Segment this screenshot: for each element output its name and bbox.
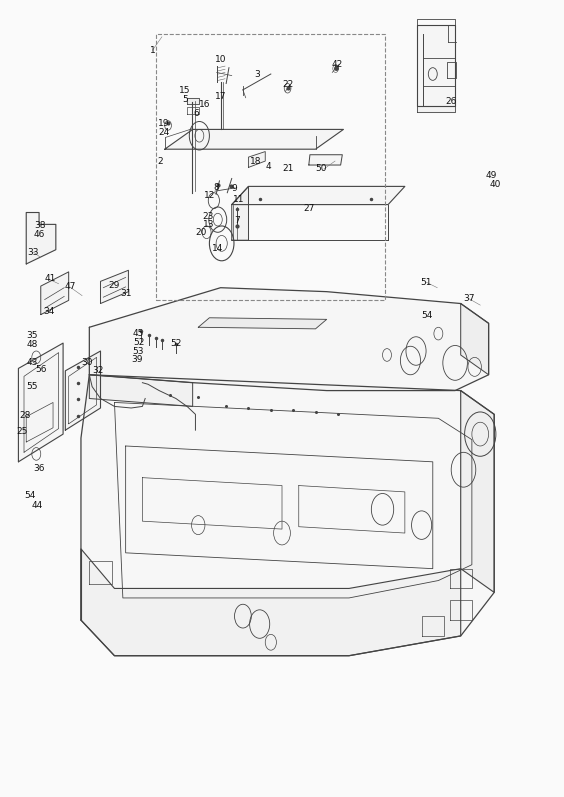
Text: 23: 23: [202, 212, 214, 221]
Text: 13: 13: [202, 220, 214, 229]
Polygon shape: [309, 155, 342, 165]
Text: 51: 51: [420, 277, 432, 287]
Text: 42: 42: [331, 60, 342, 69]
Polygon shape: [41, 272, 69, 315]
Text: 25: 25: [16, 427, 28, 436]
Polygon shape: [27, 213, 56, 264]
Text: 53: 53: [133, 347, 144, 355]
Text: 39: 39: [131, 355, 143, 364]
Text: 47: 47: [64, 282, 76, 292]
Polygon shape: [461, 391, 494, 592]
Text: 14: 14: [212, 244, 223, 253]
Text: 26: 26: [445, 97, 456, 106]
Text: 54: 54: [421, 311, 433, 320]
Text: 30: 30: [81, 359, 92, 367]
Text: 37: 37: [464, 294, 475, 304]
Text: 36: 36: [33, 464, 45, 473]
Text: 19: 19: [158, 120, 169, 128]
Polygon shape: [81, 549, 461, 656]
Text: 11: 11: [233, 194, 244, 203]
Text: 8: 8: [214, 183, 219, 192]
Text: 52: 52: [133, 338, 144, 347]
Text: 49: 49: [486, 171, 497, 180]
Text: 34: 34: [43, 307, 54, 316]
Text: 5: 5: [182, 95, 188, 104]
Text: 7: 7: [235, 216, 240, 225]
Polygon shape: [65, 351, 100, 430]
Text: 21: 21: [282, 164, 293, 174]
Polygon shape: [232, 186, 249, 240]
Text: 10: 10: [215, 55, 226, 65]
Bar: [156, 34, 385, 300]
Text: 41: 41: [45, 274, 56, 284]
Polygon shape: [198, 318, 327, 329]
Text: 18: 18: [250, 156, 262, 166]
Polygon shape: [19, 343, 63, 461]
Text: 15: 15: [179, 86, 191, 95]
Text: 17: 17: [215, 92, 226, 101]
Text: 54: 54: [24, 491, 36, 500]
Text: 55: 55: [26, 382, 38, 391]
Polygon shape: [417, 25, 455, 106]
Text: 16: 16: [199, 100, 211, 109]
Polygon shape: [100, 270, 129, 304]
Text: 3: 3: [254, 69, 260, 79]
Polygon shape: [89, 375, 193, 406]
Text: 56: 56: [35, 365, 46, 374]
Text: 46: 46: [34, 230, 45, 239]
Polygon shape: [89, 288, 488, 391]
Text: 52: 52: [170, 339, 182, 347]
Text: 32: 32: [92, 367, 103, 375]
Polygon shape: [187, 98, 199, 104]
Text: 38: 38: [34, 222, 45, 230]
Text: 29: 29: [109, 281, 120, 290]
Text: 28: 28: [19, 411, 31, 420]
Polygon shape: [417, 106, 455, 112]
Text: 20: 20: [195, 228, 207, 237]
Text: 2: 2: [157, 156, 163, 166]
Polygon shape: [249, 151, 265, 167]
Text: 24: 24: [158, 128, 169, 137]
Polygon shape: [165, 129, 343, 149]
Text: 27: 27: [303, 204, 315, 213]
Text: 43: 43: [26, 359, 37, 367]
Text: 48: 48: [26, 340, 37, 349]
Text: 35: 35: [26, 331, 38, 340]
Polygon shape: [81, 375, 494, 656]
Text: 4: 4: [265, 162, 271, 171]
Polygon shape: [461, 304, 488, 375]
Text: 44: 44: [32, 501, 43, 510]
Text: 40: 40: [490, 180, 501, 190]
Text: 31: 31: [120, 289, 131, 298]
Text: 33: 33: [28, 248, 39, 257]
Text: 1: 1: [149, 45, 155, 55]
Text: 50: 50: [315, 164, 327, 174]
Text: 12: 12: [204, 191, 215, 200]
Polygon shape: [232, 186, 405, 205]
Text: 6: 6: [193, 109, 200, 118]
Text: 45: 45: [133, 329, 144, 338]
Text: 9: 9: [232, 184, 237, 193]
Text: 22: 22: [282, 80, 293, 88]
